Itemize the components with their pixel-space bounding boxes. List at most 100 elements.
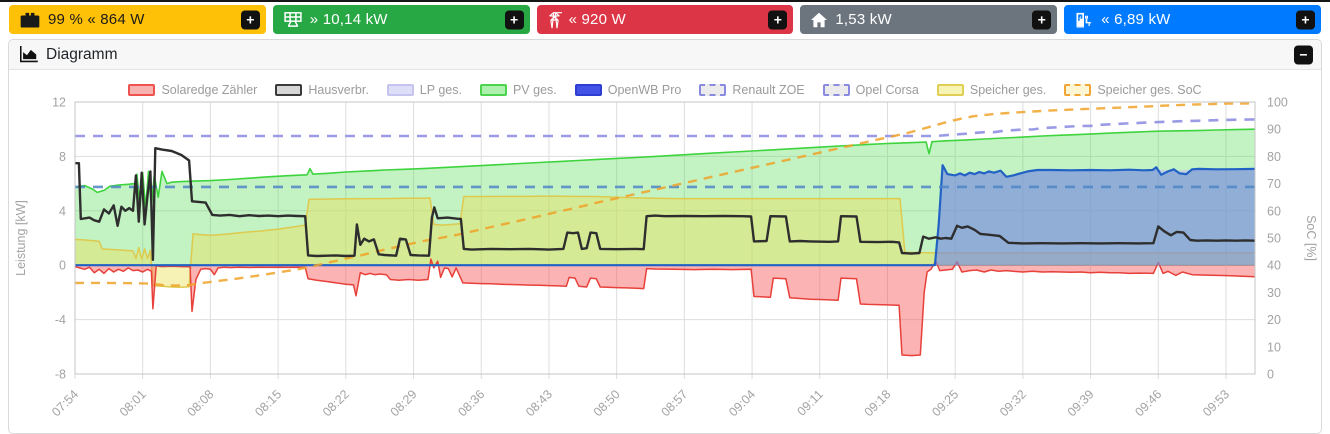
status-badge-3[interactable]: « 920 W + bbox=[536, 5, 794, 34]
x-tick-label: 08:29 bbox=[388, 387, 420, 419]
expand-badge-button[interactable]: + bbox=[1295, 10, 1315, 29]
badge-value: « 920 W bbox=[568, 11, 626, 28]
y-left-tick-label: 4 bbox=[59, 204, 66, 218]
series-openwb-pro-area bbox=[75, 165, 1255, 266]
y-right-tick-label: 10 bbox=[1267, 340, 1281, 354]
y-right-tick-label: 80 bbox=[1267, 150, 1281, 164]
series-solaredge-z-hler-area bbox=[75, 259, 1255, 356]
status-badge-5[interactable]: « 6,89 kW + bbox=[1064, 5, 1321, 34]
status-badges-row: 99 % « 864 W + » 10,14 kW + « 920 W +1,53 kW +… bbox=[0, 2, 1330, 37]
legend-label: Renault ZOE bbox=[732, 83, 805, 97]
expand-badge-button[interactable]: + bbox=[504, 10, 524, 29]
legend-swatch bbox=[275, 84, 303, 96]
legend-item-speicher-ges-soc[interactable]: Speicher ges. SoC bbox=[1064, 83, 1202, 97]
expand-badge-button[interactable]: + bbox=[768, 10, 788, 29]
y-right-axis-title: SoC [%] bbox=[1304, 215, 1318, 261]
pylon-icon bbox=[547, 11, 562, 29]
legend-swatch bbox=[1064, 84, 1092, 96]
diagram-card: Diagramm − Solaredge Zähler Hausverbr. LP … bbox=[8, 39, 1322, 434]
expand-badge-button[interactable]: + bbox=[1032, 10, 1052, 29]
battery-icon bbox=[19, 12, 41, 28]
expand-badge-button[interactable]: + bbox=[240, 10, 260, 29]
x-tick-label: 09:53 bbox=[1200, 387, 1232, 419]
y-right-tick-label: 50 bbox=[1267, 232, 1281, 246]
x-tick-label: 09:46 bbox=[1132, 387, 1164, 419]
legend-label: Speicher ges. bbox=[969, 83, 1047, 97]
solar-panel-icon bbox=[283, 11, 303, 28]
badge-value: 1,53 kW bbox=[835, 11, 892, 28]
y-right-tick-label: 20 bbox=[1267, 313, 1281, 327]
legend-label: Speicher ges. SoC bbox=[1097, 83, 1202, 97]
legend-label: OpenWB Pro bbox=[607, 83, 682, 97]
collapse-diagram-button[interactable]: − bbox=[1294, 45, 1313, 64]
diagram-card-header: Diagramm − bbox=[9, 40, 1321, 70]
x-tick-label: 08:22 bbox=[320, 387, 352, 419]
x-tick-label: 09:25 bbox=[929, 387, 961, 419]
y-left-tick-label: 12 bbox=[52, 97, 66, 110]
y-right-tick-label: 70 bbox=[1267, 177, 1281, 191]
x-tick-label: 08:43 bbox=[523, 387, 555, 419]
legend-swatch bbox=[822, 84, 850, 96]
legend-swatch bbox=[128, 84, 156, 96]
x-tick-label: 08:01 bbox=[117, 387, 149, 419]
charging-station-icon bbox=[1074, 11, 1094, 28]
x-tick-label: 08:15 bbox=[252, 387, 284, 419]
status-badge-1[interactable]: 99 % « 864 W + bbox=[9, 5, 266, 34]
x-tick-label: 09:39 bbox=[1065, 387, 1097, 419]
series-lp-ges--area bbox=[75, 165, 1255, 266]
series-hausverbr--line bbox=[75, 147, 1256, 261]
plot-border bbox=[74, 101, 1256, 375]
house-icon bbox=[810, 12, 828, 28]
x-tick-label: 08:50 bbox=[591, 387, 623, 419]
y-right-tick-label: 100 bbox=[1267, 97, 1288, 110]
legend-label: LP ges. bbox=[419, 83, 462, 97]
x-tick-label: 09:18 bbox=[862, 387, 894, 419]
x-tick-label: 09:11 bbox=[795, 387, 826, 418]
x-tick-label: 08:36 bbox=[455, 387, 487, 419]
chart-legend: Solaredge Zähler Hausverbr. LP ges. PV ges.… bbox=[9, 83, 1321, 97]
chart-area: 12 8 4 0 -4 -8 100 90 80 70 60 50 40 30 20 10 0 07:54 08:0… bbox=[9, 96, 1321, 433]
legend-item-solaredge-z-hler[interactable]: Solaredge Zähler bbox=[128, 83, 257, 97]
legend-swatch bbox=[386, 84, 414, 96]
legend-item-openwb-pro[interactable]: OpenWB Pro bbox=[574, 83, 682, 97]
legend-label: Hausverbr. bbox=[308, 83, 369, 97]
legend-label: Opel Corsa bbox=[855, 83, 919, 97]
series-renault-zoe-line bbox=[75, 118, 1256, 138]
series-solaredge-z-hler-line bbox=[74, 258, 1256, 357]
legend-swatch bbox=[699, 84, 727, 96]
legend-swatch bbox=[936, 84, 964, 96]
legend-swatch bbox=[574, 84, 602, 96]
y-left-tick-label: 0 bbox=[59, 259, 66, 273]
y-right-tick-label: 0 bbox=[1267, 368, 1274, 382]
legend-label: Solaredge Zähler bbox=[161, 83, 258, 97]
series-openwb-pro-line bbox=[75, 164, 1256, 267]
series-speicher-ges-soc-line bbox=[75, 102, 1256, 287]
badge-value: « 6,89 kW bbox=[1101, 11, 1171, 28]
panel-title: Diagramm bbox=[46, 45, 118, 63]
y-right-tick-label: 60 bbox=[1267, 204, 1281, 218]
legend-item-opel-corsa[interactable]: Opel Corsa bbox=[822, 83, 919, 97]
series-speicher-ges--line bbox=[74, 195, 1255, 288]
badge-value: 99 % « 864 W bbox=[48, 11, 145, 28]
x-tick-label: 07:54 bbox=[49, 387, 81, 419]
legend-item-pv-ges-[interactable]: PV ges. bbox=[479, 83, 557, 97]
legend-label: PV ges. bbox=[512, 83, 557, 97]
badge-value: » 10,14 kW bbox=[309, 11, 388, 28]
area-chart-icon bbox=[19, 46, 38, 63]
legend-item-hausverbr-[interactable]: Hausverbr. bbox=[275, 83, 369, 97]
legend-item-speicher-ges-[interactable]: Speicher ges. bbox=[936, 83, 1047, 97]
x-tick-label: 09:04 bbox=[726, 387, 758, 419]
status-badge-4[interactable]: 1,53 kW + bbox=[800, 5, 1058, 34]
legend-swatch bbox=[479, 84, 507, 96]
legend-item-renault-zoe[interactable]: Renault ZOE bbox=[699, 83, 805, 97]
x-tick-label: 08:08 bbox=[185, 387, 217, 419]
legend-item-lp-ges-[interactable]: LP ges. bbox=[386, 83, 462, 97]
y-left-tick-label: -8 bbox=[55, 368, 66, 382]
y-right-tick-label: 30 bbox=[1267, 286, 1281, 300]
x-tick-label: 09:32 bbox=[997, 387, 1029, 419]
y-right-tick-label: 90 bbox=[1267, 123, 1281, 137]
status-badge-2[interactable]: » 10,14 kW + bbox=[272, 5, 530, 34]
y-left-tick-label: 8 bbox=[59, 150, 66, 164]
x-tick-label: 08:57 bbox=[658, 387, 690, 419]
